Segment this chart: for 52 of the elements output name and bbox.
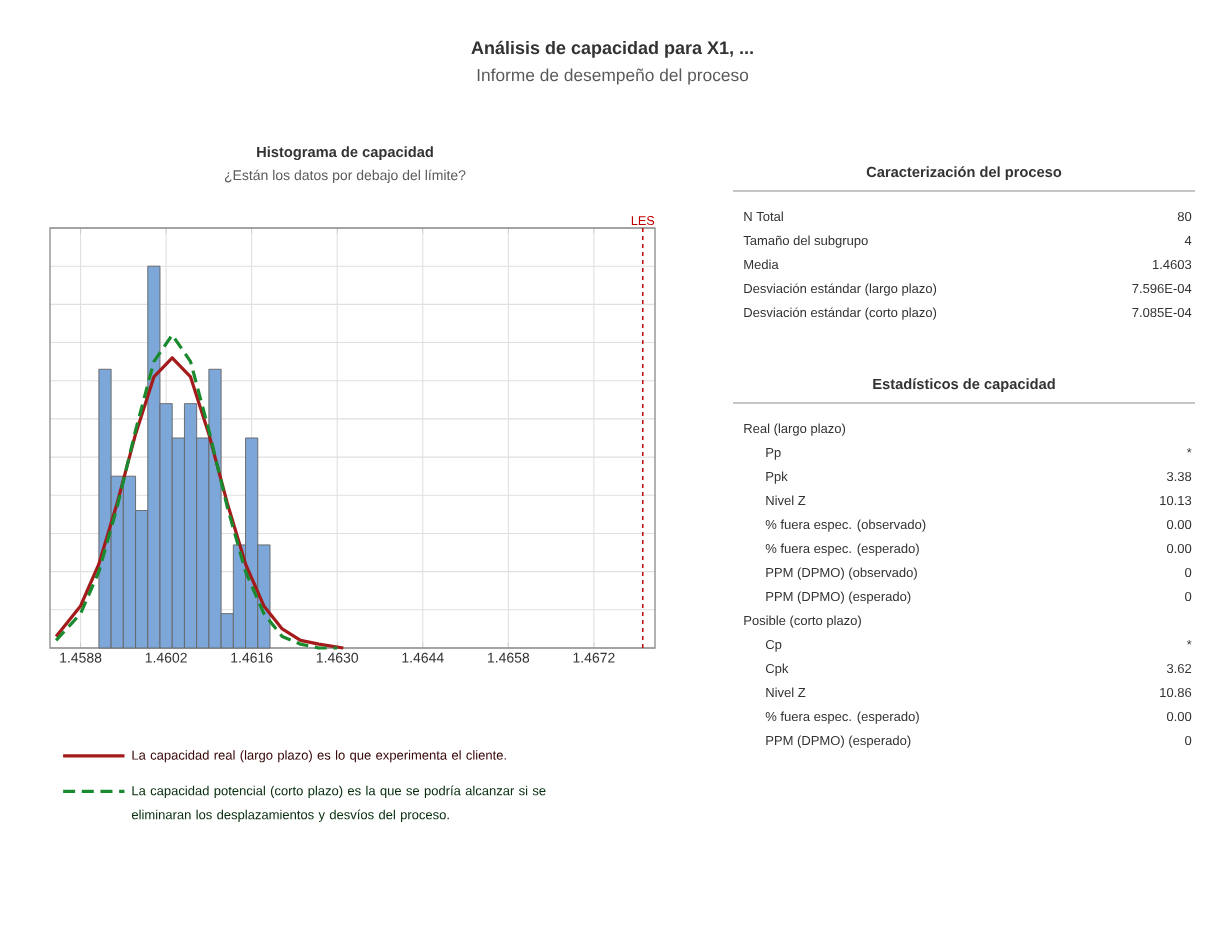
text: 4 [1184,236,1192,245]
text: 80 [1177,211,1192,222]
chart-title: Histograma de capacidad [257,146,433,161]
category-label: N Total [744,211,783,222]
text: 0 [1185,735,1192,746]
text: 0.00 [1166,543,1192,554]
category-label: PPM (DPMO) (esperado) [766,735,911,748]
text: * [1186,640,1192,645]
category-label: Nivel Z [766,687,806,698]
text: * [1186,448,1192,453]
text: 0 [1185,591,1192,602]
text: 0.00 [1166,519,1192,530]
category-label: Pp [766,448,781,460]
category-label: PPM (DPMO) (observado) [766,567,917,580]
x-tick-label: 1.4602 [145,652,187,663]
ref-line-label: LES [631,216,655,226]
text: 7.085E-04 [1132,307,1192,318]
text: 0 [1185,567,1192,578]
category-label: Cp [765,639,782,652]
x-tick-label: 1.4672 [573,652,615,663]
chart-subtitle: ¿Están los datos por debajo del límite? [224,169,466,183]
text: Análisis de capacidad para X1, ... [471,40,753,58]
x-tick-label: 1.4616 [231,652,273,663]
category-label: Posible (corto plazo) [744,615,861,628]
text: Caracterización del proceso [866,166,1062,181]
text: 1.4603 [1152,259,1192,270]
text: 0.00 [1166,711,1192,722]
text: 3.62 [1166,663,1192,674]
category-label: Tamaño del subgrupo [743,235,868,248]
category-label: Cpk [765,663,789,676]
text: Informe de desempeño del proceso [477,68,749,85]
x-tick-label: 1.4644 [402,652,444,663]
category-label: Desviación estándar (corto plazo) [744,307,937,320]
text: 7.596E-04 [1132,283,1192,294]
legend-label: La capacidad real (largo plazo) es lo que experimenta el cliente. [132,750,506,763]
category-label: % fuera espec. (esperado) [765,711,919,724]
category-label: Real (largo plazo) [744,423,846,436]
category-label: % fuera espec. (esperado) [765,543,919,556]
text: Estadísticos de capacidad [873,378,1055,393]
text: 10.86 [1160,687,1192,698]
category-label: Desviación estándar (largo plazo) [744,283,937,296]
text: 3.38 [1166,471,1192,482]
x-tick-label: 1.4588 [60,652,102,663]
category-label: PPM (DPMO) (esperado) [766,591,911,604]
category-label: % fuera espec. (observado) [765,519,926,532]
x-tick-label: 1.4630 [316,652,359,663]
category-label: Ppk [766,471,788,484]
category-label: Nivel Z [766,495,806,506]
x-tick-label: 1.4658 [487,652,530,663]
legend-label: La capacidad potencial (corto plazo) es la que se podría alcanzar si se eliminaran los desplazamientos y desvíos del proceso. [131,785,546,822]
text: 10.13 [1160,495,1192,506]
category-label: Media [744,259,779,270]
